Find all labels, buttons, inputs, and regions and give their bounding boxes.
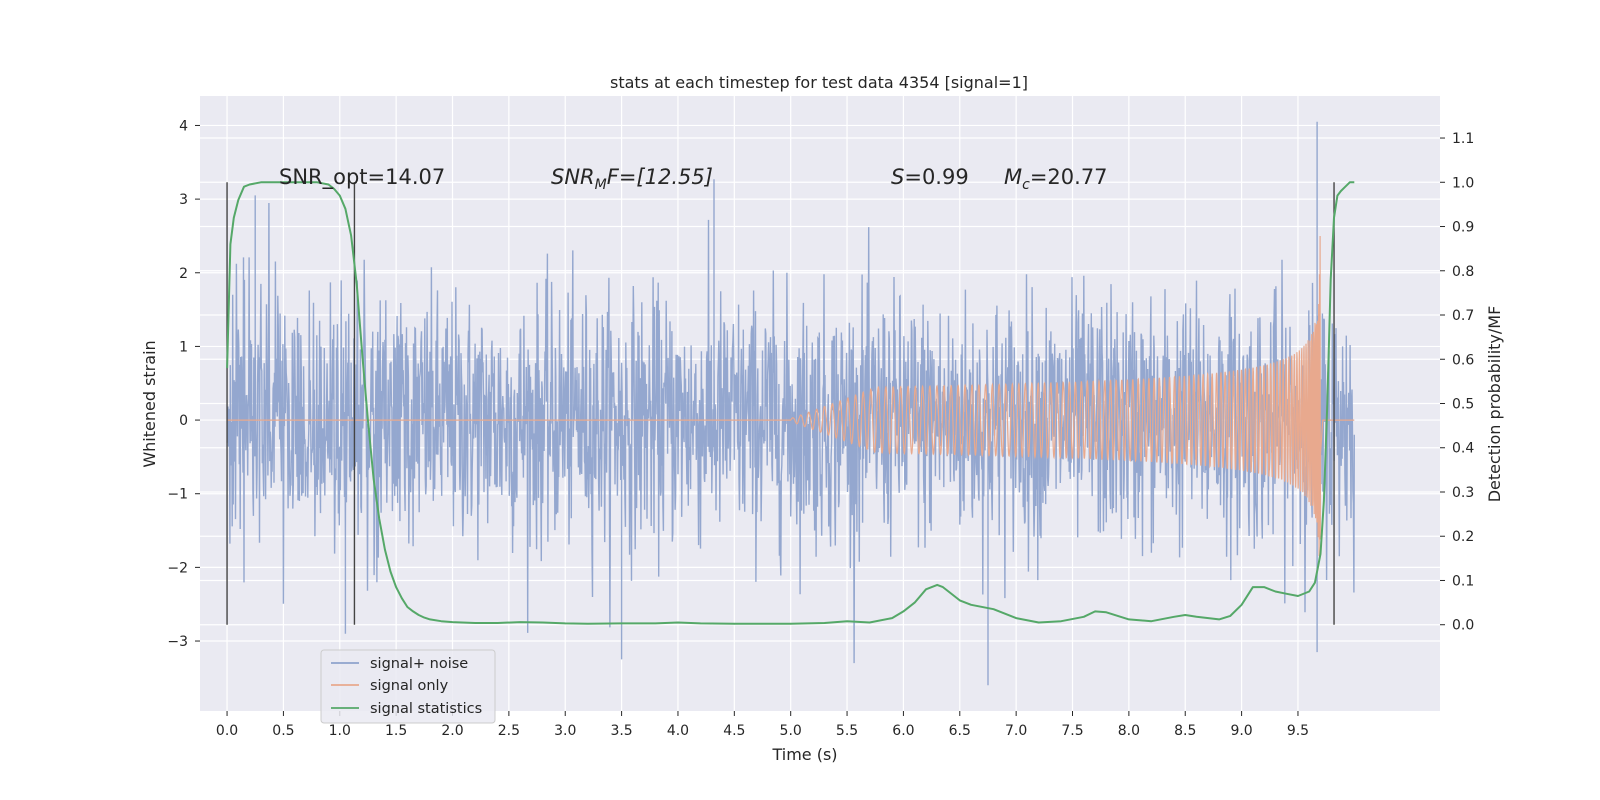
x-tick-label: 4.5 <box>723 723 745 739</box>
y-tick-label: 2 <box>179 266 188 282</box>
x-tick-label: 6.0 <box>892 723 914 739</box>
y2-tick-label: 0.8 <box>1452 264 1474 280</box>
x-tick-label: 3.0 <box>554 723 576 739</box>
x-tick-label: 2.0 <box>441 723 463 739</box>
legend: signal+ noise signal only signal statist… <box>320 649 496 724</box>
y2-tick-label: 1.0 <box>1452 175 1474 191</box>
legend-label-signal-only: signal only <box>370 678 449 694</box>
x-tick-label: 1.5 <box>385 723 407 739</box>
y2-tick-label: 0.9 <box>1452 220 1474 236</box>
y-tick-label: −2 <box>167 560 188 576</box>
s-val: =0.99 <box>904 165 968 189</box>
s-var: S <box>891 165 904 189</box>
y2-tick-label: 0.1 <box>1452 573 1474 589</box>
legend-box <box>320 649 496 724</box>
annotation-snr-opt: SNR_opt=14.07 <box>279 165 445 190</box>
y2-axis-title: Detection probability/MF <box>1485 306 1504 503</box>
series-signal-noise <box>226 121 1355 686</box>
legend-label-signal-noise: signal+ noise <box>370 656 468 672</box>
y-tick-label: −1 <box>167 487 188 503</box>
x-tick-label: 4.0 <box>667 723 689 739</box>
y-axis-ticks: 4 3 2 1 0 −1 −2 −3 <box>167 118 200 650</box>
x-tick-label: 9.0 <box>1230 723 1252 739</box>
y2-tick-label: 0.5 <box>1452 397 1474 413</box>
x-tick-label: 7.5 <box>1061 723 1083 739</box>
annotation-s: S=0.99 <box>891 165 969 189</box>
chart-title: stats at each timestep for test data 435… <box>610 73 1028 92</box>
y2-tick-label: 0.0 <box>1452 618 1474 634</box>
snr-mf-sub: M <box>595 177 607 193</box>
x-tick-label: 3.5 <box>610 723 632 739</box>
line-signal-only <box>227 235 1355 557</box>
snr-mf-rest: F=[12.55] <box>607 165 713 189</box>
x-tick-label: 9.5 <box>1287 723 1309 739</box>
y-axis-title: Whitened strain <box>140 340 159 467</box>
y2-tick-label: 0.2 <box>1452 529 1474 545</box>
y-tick-label: 4 <box>179 118 188 134</box>
y2-tick-label: 0.7 <box>1452 308 1474 324</box>
series-signal-only <box>227 235 1355 557</box>
y2-tick-label: 0.6 <box>1452 352 1474 368</box>
x-tick-label: 5.0 <box>780 723 802 739</box>
x-tick-label: 0.5 <box>272 723 294 739</box>
annotation-snr-mf: SNRMF=[12.55] <box>551 165 713 193</box>
x-axis-ticks: 0.0 0.5 1.0 1.5 2.0 2.5 3.0 3.5 4.0 4.5 5.0 5.5 6.0 6… <box>216 711 1309 739</box>
snr-mf-base: SNR <box>551 165 595 189</box>
x-tick-label: 7.0 <box>1005 723 1027 739</box>
x-tick-label: 5.5 <box>836 723 858 739</box>
mc-var: M <box>1004 165 1022 189</box>
y2-tick-label: 0.4 <box>1452 441 1474 457</box>
x-tick-label: 0.0 <box>216 723 238 739</box>
annotation-mc: Mc=20.77 <box>1004 165 1108 193</box>
x-axis-title: Time (s) <box>771 745 837 764</box>
y2-tick-label: 0.3 <box>1452 485 1474 501</box>
series-signal-statistics <box>226 181 1355 625</box>
y-tick-label: 0 <box>179 413 188 429</box>
x-tick-label: 6.5 <box>949 723 971 739</box>
x-tick-label: 8.0 <box>1118 723 1140 739</box>
line-signal-noise <box>226 121 1355 686</box>
y-tick-label: 1 <box>179 339 188 355</box>
x-tick-label: 8.5 <box>1174 723 1196 739</box>
y2-tick-label: 1.1 <box>1452 131 1474 147</box>
x-tick-label: 2.5 <box>498 723 520 739</box>
legend-label-signal-statistics: signal statistics <box>370 701 482 717</box>
line-signal-statistics <box>226 181 1355 625</box>
x-tick-label: 1.0 <box>329 723 351 739</box>
mc-sub: c <box>1022 177 1030 193</box>
y-tick-label: −3 <box>167 634 188 650</box>
mc-val: =20.77 <box>1030 165 1108 189</box>
y-tick-label: 3 <box>179 192 188 208</box>
y2-axis-ticks: 1.1 1.0 0.9 0.8 0.7 0.6 0.5 0.4 0.3 0.2 0.1 0.0 <box>1440 131 1474 634</box>
